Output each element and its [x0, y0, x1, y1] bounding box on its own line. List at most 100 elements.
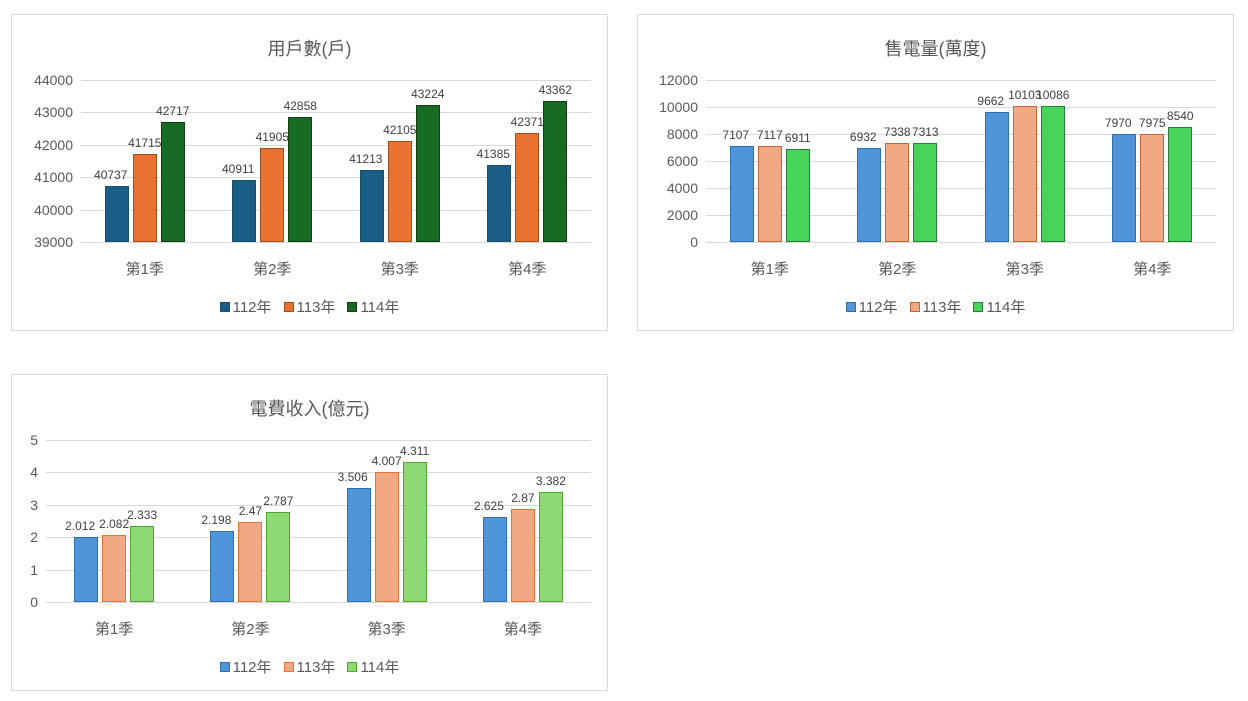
gridline	[46, 472, 591, 474]
y-axis-tick-label: 2	[30, 529, 38, 546]
data-label: 9662	[977, 93, 1005, 108]
x-axis-category-label: 第3季	[380, 261, 419, 278]
x-axis-category-label: 第1季	[125, 261, 164, 278]
gridline	[81, 80, 591, 81]
plot-area: 39000 40000 41000 42000 43000 44000 40737 41715…	[34, 72, 591, 278]
y-axis-tick-label: 42000	[34, 136, 73, 153]
bar	[482, 516, 507, 602]
gridline	[46, 569, 591, 571]
electricity-sold-chart: 售電量(萬度) 0 2000 4000 6000 8000 10000 12000 7107 7…	[637, 14, 1234, 331]
data-label: 2.333	[127, 508, 158, 523]
bar	[415, 105, 440, 242]
bar	[1168, 126, 1193, 242]
y-axis-tick-label: 12000	[659, 72, 698, 88]
bar	[74, 536, 99, 602]
bar	[266, 511, 291, 602]
legend-label: 112年	[858, 299, 898, 316]
bar	[260, 147, 285, 242]
data-label: 4.007	[371, 454, 402, 469]
data-label: 4.311	[400, 444, 430, 459]
chart-title: 用戶數(戶)	[267, 39, 352, 59]
data-label: 3.506	[337, 470, 368, 485]
bar	[885, 142, 910, 242]
y-axis-tick-label: 44000	[34, 72, 73, 88]
bar	[487, 164, 512, 242]
bar	[913, 143, 938, 242]
gridline	[706, 215, 1216, 216]
legend-label: 112年	[232, 299, 272, 316]
legend-item: 113年	[283, 296, 335, 317]
data-label: 2.625	[473, 498, 504, 513]
x-axis-category-label: 第4季	[503, 621, 543, 638]
legend-label: 114年	[986, 299, 1026, 316]
bar	[857, 148, 882, 242]
bar	[984, 111, 1009, 242]
legend-item: 113年	[909, 296, 962, 317]
gridline	[706, 134, 1216, 135]
legend-swatch-icon	[845, 301, 856, 312]
y-axis-tick-label: 2000	[666, 207, 698, 223]
y-axis-tick-label: 0	[30, 594, 38, 610]
data-label: 42858	[283, 99, 317, 113]
bar	[288, 117, 313, 242]
bar	[210, 530, 235, 602]
data-label: 6911	[784, 130, 811, 145]
legend-label: 112年	[232, 659, 272, 676]
data-label: 42371	[510, 114, 544, 129]
y-axis-tick-label: 10000	[659, 99, 698, 115]
gridline	[706, 107, 1216, 108]
x-axis-category-label: 第2季	[878, 261, 917, 278]
y-axis-tick-label: 43000	[34, 104, 73, 121]
gridline	[81, 242, 591, 243]
data-label: 7970	[1104, 116, 1132, 131]
data-label: 6932	[849, 130, 877, 145]
bar	[785, 148, 810, 242]
data-label: 41213	[349, 152, 383, 167]
legend: 112年 113年 114年	[12, 656, 607, 677]
bar	[104, 185, 129, 242]
x-axis-category-label: 第3季	[367, 621, 406, 638]
legend: 112年 113年 114年	[638, 296, 1233, 317]
y-axis-tick-label: 40000	[34, 201, 73, 218]
data-label: 42717	[156, 103, 190, 118]
data-label: 41905	[255, 129, 289, 144]
gridline	[46, 602, 591, 603]
y-axis-tick-label: 4000	[666, 180, 698, 196]
data-label: 3.382	[535, 474, 566, 489]
data-label: 43362	[538, 82, 572, 97]
data-label: 8540	[1166, 108, 1194, 123]
legend-item: 114年	[347, 296, 399, 317]
legend-label: 114年	[360, 299, 400, 316]
legend-label: 113年	[922, 299, 962, 316]
x-axis-category-label: 第4季	[1133, 261, 1172, 278]
legend-swatch-icon	[283, 661, 294, 672]
x-axis-category-label: 第3季	[1005, 261, 1044, 278]
gridline	[706, 80, 1216, 81]
data-label: 42105	[383, 123, 417, 138]
bar	[729, 146, 754, 242]
bar	[510, 509, 535, 602]
x-axis-category-label: 第2季	[253, 261, 292, 278]
data-label: 10086	[1036, 87, 1070, 102]
x-axis-category-label: 第2季	[231, 621, 270, 638]
bar	[374, 472, 399, 602]
bar	[232, 180, 257, 242]
data-label: 10103	[1008, 87, 1042, 102]
legend-swatch-icon	[219, 661, 230, 672]
gridline	[706, 188, 1216, 189]
data-label: 41715	[128, 136, 162, 151]
gridline	[81, 144, 591, 146]
y-axis-tick-label: 8000	[666, 126, 698, 142]
x-axis-category-label: 第1季	[94, 621, 134, 638]
gridline	[81, 209, 591, 211]
chart-title: 電費收入(億元)	[249, 399, 370, 419]
data-label: 40737	[94, 167, 128, 182]
data-label: 2.87	[511, 491, 535, 505]
legend-item: 112年	[219, 296, 272, 317]
legend-item: 114年	[973, 296, 1025, 317]
x-axis-category-label: 第4季	[508, 261, 547, 278]
bar	[757, 145, 782, 242]
revenue-chart: 電費收入(億元) 0 1 2 3 4 5 2.012 2.082 2.333 第1季 2.198 2.…	[11, 374, 608, 691]
data-label: 2.198	[201, 512, 232, 527]
bar	[359, 170, 384, 242]
